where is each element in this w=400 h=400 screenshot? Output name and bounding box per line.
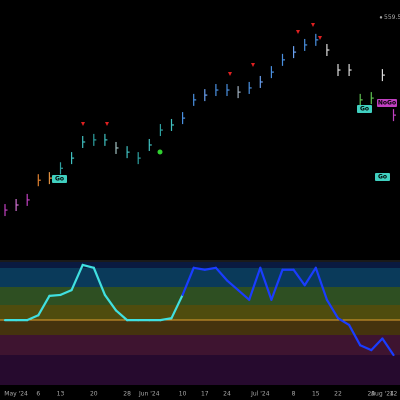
x-tick-label: 28 (123, 391, 131, 398)
annotation: Go (55, 176, 64, 183)
annotation-box (52, 175, 67, 183)
x-tick-label: Aug '24 (371, 391, 394, 398)
x-tick-label: Jun '24 (138, 391, 160, 398)
last-price-label: 559.53 (384, 14, 400, 21)
oscillator-segment (270, 268, 284, 301)
triangle (251, 63, 255, 67)
x-tick-label: Jul '24 (250, 391, 270, 398)
annotation-box (377, 99, 397, 107)
band (0, 355, 400, 385)
oscillator-segment (381, 337, 395, 357)
oscillator-segment (348, 323, 362, 347)
oscillator-segment (70, 263, 84, 292)
x-tick-label: 17 (201, 391, 209, 398)
triangle (311, 23, 315, 27)
oscillator-segment (48, 293, 62, 297)
oscillator-segment (325, 298, 340, 320)
oscillator-segment (181, 266, 195, 297)
band (0, 335, 400, 355)
annotation-box (375, 173, 390, 181)
triangle (228, 72, 232, 76)
annotation: NoGo (378, 100, 396, 107)
annotation: Go (360, 106, 369, 113)
oscillator-segment (303, 266, 317, 287)
oscillator-segment (114, 309, 129, 322)
x-tick-label: 24 (223, 391, 231, 398)
x-tick-label: 29 (367, 391, 375, 398)
triangle (81, 122, 85, 126)
triangle (105, 122, 109, 126)
oscillator-segment (203, 266, 217, 271)
oscillator-segment (259, 266, 273, 301)
oscillator-segment (192, 266, 206, 271)
x-tick-label: May '24 (4, 391, 28, 398)
band (0, 320, 400, 335)
oscillator-segment (248, 266, 262, 301)
oscillator-segment (37, 294, 51, 317)
band (0, 287, 400, 305)
oscillator-segment (359, 344, 373, 352)
oscillator-bands (0, 260, 400, 385)
x-tick-label: 10 (179, 391, 187, 398)
oscillator-segment (214, 266, 229, 282)
oscillator-segment (81, 263, 95, 269)
x-tick-label: 15 (312, 391, 320, 398)
signal-triangles (81, 23, 322, 126)
oscillator-segment (225, 279, 240, 292)
band (0, 262, 400, 268)
annotation: Go (378, 174, 387, 181)
oscillator-segment (103, 293, 118, 312)
x-tick-label: 20 (90, 391, 98, 398)
annotation-box (357, 105, 372, 113)
triangle (318, 36, 322, 40)
oscillator-segment (314, 266, 328, 301)
oscillator-segment (370, 337, 384, 352)
oscillator-segment (159, 317, 173, 322)
oscillator-segment (26, 314, 40, 322)
oscillator-segment (237, 288, 251, 301)
oscillator-segment (170, 293, 184, 320)
x-tick-label: 22 (334, 391, 342, 398)
signal-dot (157, 149, 163, 155)
oscillator-segment (336, 317, 351, 327)
x-tick-label: 13 (57, 391, 65, 398)
band (0, 268, 400, 287)
oscillator-segment (292, 268, 306, 287)
x-tick-label: 12 (390, 391, 398, 398)
band (0, 305, 400, 320)
x-tick-label: 6 (36, 391, 40, 398)
triangle (296, 30, 300, 34)
oscillator-segment (59, 288, 73, 297)
oscillator-segment (92, 266, 107, 297)
last-price-dot (379, 16, 383, 19)
x-tick-label: 8 (292, 391, 296, 398)
